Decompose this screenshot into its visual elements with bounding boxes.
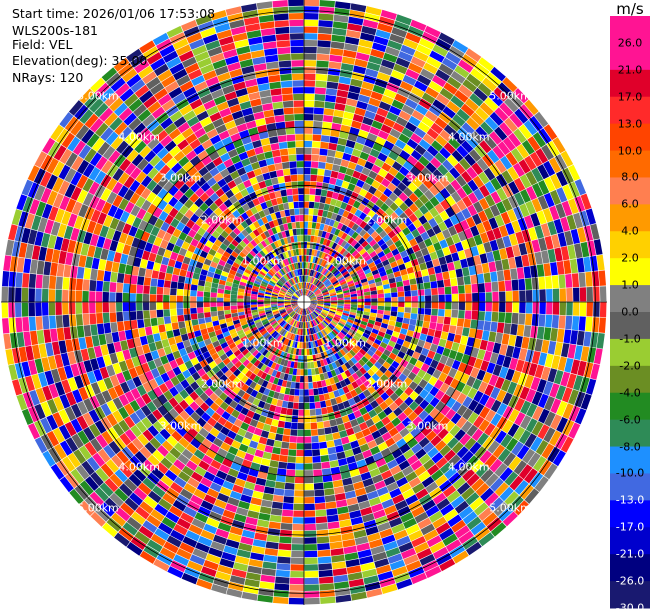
colorbar-tick-label: -13.0 [615,493,645,507]
velocity-gates [35,9,593,604]
colorbar-swatch [610,365,650,394]
colorbar-swatch [610,446,650,474]
ring-label: 5.00km [489,501,531,515]
colorbar-swatch [610,42,650,71]
colorbar-swatch [610,338,650,367]
ring-label: 3.00km [406,419,449,433]
colorbar-swatch [610,96,650,125]
colorbar-swatch [610,177,650,205]
velocity-field [1,0,607,605]
colorbar-swatch [610,581,650,609]
colorbar-swatch [610,231,650,259]
colorbar [610,16,650,609]
colorbar-swatch [610,285,650,313]
colorbar-tick-label: -2.0 [619,359,641,373]
range-rings [1,0,607,605]
colorbar-tick-label: 1.0 [621,278,639,292]
colorbar-swatch [610,554,650,582]
ring-label: 3.00km [406,171,449,185]
ring-label: 4.00km [448,130,490,144]
colorbar-swatch [610,150,650,178]
ring-label: 4.00km [118,130,160,144]
velocity-gates [15,0,603,592]
colorbar-swatch [610,527,650,555]
velocity-gates [10,0,597,603]
colorbar-tick-label: 10.0 [617,144,643,158]
ring-label: 2.00km [200,377,243,391]
colorbar-swatch [610,392,650,421]
ring-label: 3.00km [159,171,202,185]
colorbar-tick-label: 21.0 [617,63,643,77]
ring-label: 1.00km [324,336,366,350]
colorbar-units: m/s [616,0,644,18]
ring-label: 5.00km [489,89,531,103]
colorbar-tick-label: 0.0 [621,305,639,319]
ring-label: 2.00km [200,213,243,227]
colorbar-swatch [610,258,650,286]
colorbar-tick-label: -6.0 [619,413,641,427]
colorbar-tick-label: 6.0 [621,197,639,211]
colorbar-swatch [610,204,650,232]
colorbar-swatch [610,473,650,501]
colorbar-tick-label: -21.0 [615,547,645,561]
ring-label: 1.00km [242,336,284,350]
colorbar-tick-label: -10.0 [615,466,645,480]
colorbar-tick-label: 4.0 [621,224,639,238]
colorbar-tick-label: 26.0 [617,36,643,50]
colorbar-tick-label: -8.0 [619,440,641,454]
ring-label: 4.00km [448,460,490,474]
colorbar-tick-label: -17.0 [615,520,645,534]
colorbar-tick-label: 8.0 [621,170,639,184]
velocity-gates [11,20,592,585]
ring-label: 2.00km [365,213,408,227]
colorbar-swatch [610,419,650,448]
colorbar-swatch [610,123,650,152]
velocity-gates [5,6,605,595]
ring-label: 5.00km [77,89,119,103]
ring-label: 4.00km [118,460,160,474]
colorbar-tick-label: -30.0 [615,601,645,615]
velocity-gates [16,6,605,595]
colorbar-tick-label: -26.0 [615,574,645,588]
instrument-name: WLS200s-181 [12,23,98,38]
colorbar-tick-label: -4.0 [619,386,641,400]
ring-label: 2.00km [365,377,408,391]
ring-label: 5.00km [77,501,119,515]
colorbar-swatch [610,16,650,44]
elevation: Elevation(deg): 35.00 [12,53,148,68]
velocity-gates [14,16,592,579]
colorbar-tick-label: -1.0 [619,332,641,346]
field-name: Field: VEL [12,37,73,52]
ring-label: 3.00km [159,419,202,433]
nrays: NRays: 120 [12,70,84,85]
colorbar-swatch [610,69,650,98]
velocity-gates [8,6,598,582]
colorbar-tick-label: 17.0 [617,90,643,104]
colorbar-swatch [610,500,650,528]
ring-label: 1.00km [242,254,284,268]
colorbar-swatch [610,312,650,340]
colorbar-tick-label: 13.0 [617,117,643,131]
velocity-gates [3,0,573,598]
ring-label: 1.00km [324,254,366,268]
start-time: Start time: 2026/01/06 17:53:08 [12,6,216,21]
colorbar-tick-label: 2.0 [621,251,639,265]
